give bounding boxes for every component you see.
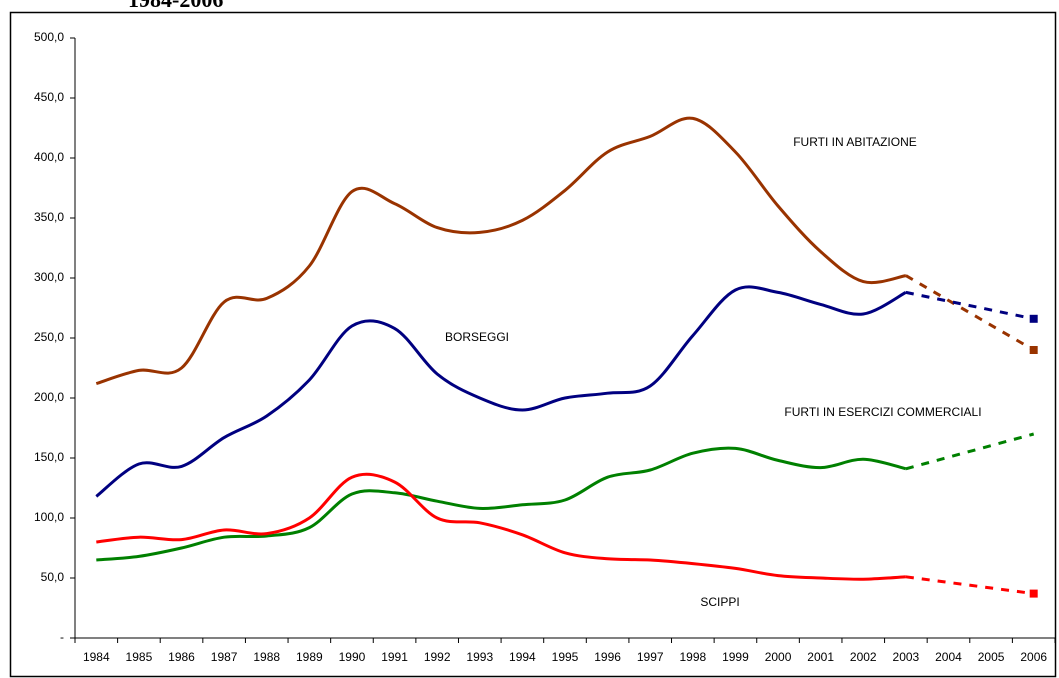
projection-line <box>905 575 1034 596</box>
x-tick-label: 2002 <box>850 650 877 664</box>
line <box>96 472 906 581</box>
line <box>95 285 907 498</box>
y-tick-label: 450,0 <box>34 90 64 104</box>
series-label: BORSEGGI <box>445 330 509 344</box>
end-marker <box>1029 346 1038 354</box>
y-tick-label: 350,0 <box>34 210 64 224</box>
x-tick-label: 2000 <box>765 650 792 664</box>
projection-line <box>905 432 1035 471</box>
x-tick-label: 1984 <box>83 650 110 664</box>
x-tick-label: 2003 <box>893 650 920 664</box>
x-tick-label: 1997 <box>637 650 664 664</box>
x-tick-label: 1990 <box>339 650 366 664</box>
x-tick-label: 1985 <box>126 650 153 664</box>
x-tick-label: 1996 <box>594 650 621 664</box>
y-tick-label: 300,0 <box>34 270 64 284</box>
line <box>96 446 907 562</box>
x-tick-label: 1989 <box>296 650 323 664</box>
projection-line <box>905 290 1034 321</box>
x-tick-label: 1998 <box>679 650 706 664</box>
line <box>95 116 907 386</box>
x-tick-label: 2004 <box>935 650 962 664</box>
y-tick-label: 50,0 <box>41 570 65 584</box>
x-tick-label: 2005 <box>978 650 1005 664</box>
y-tick-label: 250,0 <box>34 330 64 344</box>
series-label: FURTI IN ABITAZIONE <box>793 135 917 149</box>
y-tick-label: 400,0 <box>34 150 64 164</box>
x-tick-label: 1999 <box>722 650 749 664</box>
series-label: SCIPPI <box>700 595 739 609</box>
y-tick-label: 100,0 <box>34 510 64 524</box>
chart-frame <box>9 11 1057 678</box>
y-tick-label: 200,0 <box>34 390 64 404</box>
x-tick-label: 1986 <box>168 650 195 664</box>
x-tick-label: 1995 <box>552 650 579 664</box>
y-tick-label: 500,0 <box>34 30 64 44</box>
end-marker <box>1029 314 1038 323</box>
series-label: FURTI IN ESERCIZI COMMERCIALI <box>784 405 981 419</box>
chart-title: 1984-2006 <box>128 0 223 12</box>
x-tick-label: 1994 <box>509 650 536 664</box>
x-tick-label: 2001 <box>807 650 834 664</box>
x-tick-label: 1992 <box>424 650 451 664</box>
x-tick-label: 1993 <box>466 650 493 664</box>
x-tick-label: 2006 <box>1020 650 1047 664</box>
x-tick-label: 1988 <box>253 650 280 664</box>
x-tick-label: 1991 <box>381 650 408 664</box>
x-tick-label: 1987 <box>211 650 238 664</box>
end-marker <box>1029 589 1038 598</box>
y-tick-label: 150,0 <box>34 450 64 464</box>
y-tick-label: - <box>60 630 64 644</box>
